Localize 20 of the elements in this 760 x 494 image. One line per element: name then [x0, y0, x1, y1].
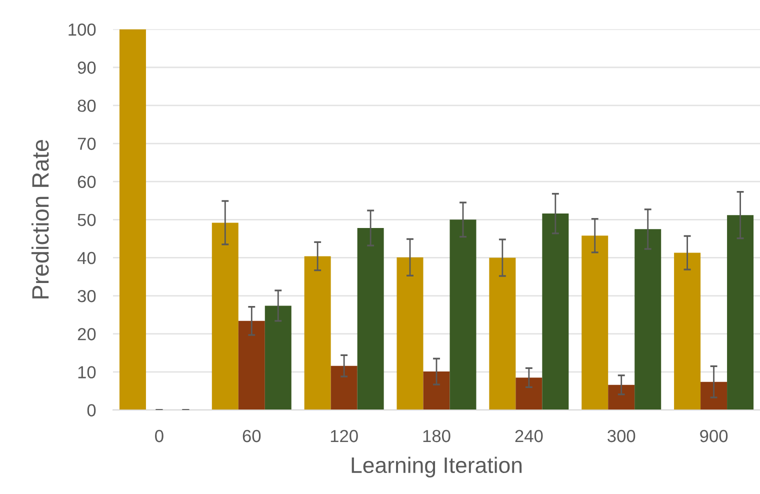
- y-tick-label: 50: [78, 214, 96, 226]
- y-axis-title: Prediction Rate: [31, 140, 49, 298]
- x-tick-label: 240: [515, 430, 543, 442]
- y-tick-label: 30: [78, 290, 96, 302]
- x-tick-label: 120: [330, 430, 358, 442]
- x-axis-title: Learning Iteration: [352, 456, 522, 478]
- y-tick-label: 0: [87, 404, 96, 416]
- x-tick-label: 900: [700, 430, 728, 442]
- y-tick-label: 90: [78, 62, 96, 74]
- x-tick-label: 60: [242, 430, 261, 442]
- x-tick-label: 180: [423, 430, 450, 442]
- y-tick-label: 20: [78, 328, 96, 340]
- y-tick-label: 70: [78, 138, 96, 150]
- y-tick-label: 40: [77, 252, 96, 264]
- y-tick-label: 10: [78, 366, 96, 378]
- y-tick-label: 60: [78, 176, 96, 188]
- x-tick-label: 0: [155, 430, 164, 442]
- x-tick-label: 300: [608, 430, 636, 442]
- y-tick-label: 100: [68, 23, 96, 36]
- y-tick-label: 80: [78, 100, 96, 112]
